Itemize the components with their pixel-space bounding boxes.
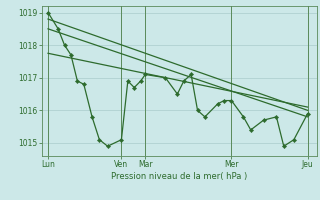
X-axis label: Pression niveau de la mer( hPa ): Pression niveau de la mer( hPa ) bbox=[111, 172, 247, 181]
